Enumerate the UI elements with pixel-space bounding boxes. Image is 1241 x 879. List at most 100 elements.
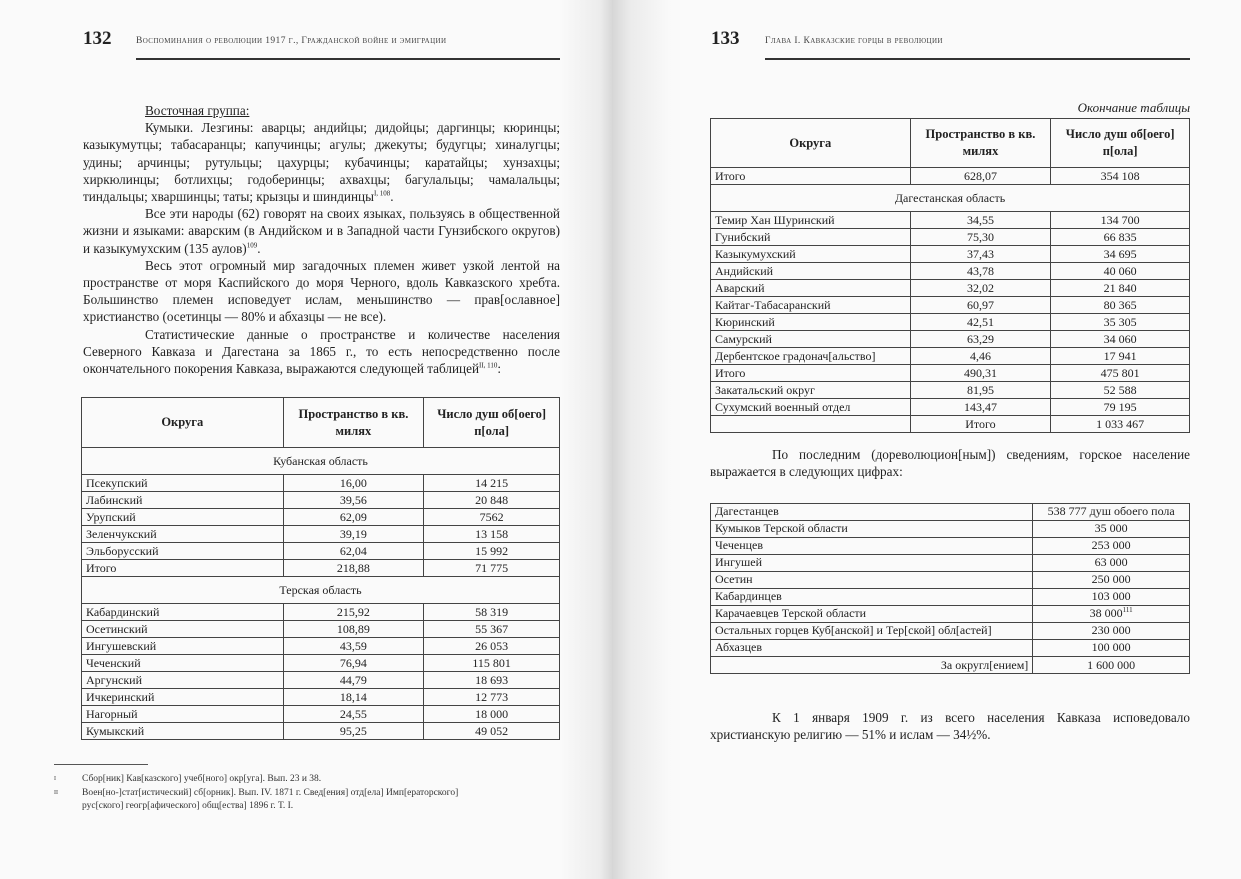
district-cell: Псекупский (81, 474, 284, 492)
table-caption: Окончание таблицы (1077, 100, 1190, 115)
table-row: Лабинский 39,56 20 848 (81, 491, 560, 509)
district-cell: Дербентское градонач[альство] (710, 347, 911, 365)
paragraph: Кумыки. Лезгины: аварцы; андийцы; дидойц… (83, 119, 560, 205)
area-cell: 95,25 (282, 722, 425, 740)
table-row: Эльборусский 62,04 15 992 (81, 542, 560, 560)
area-cell: 16,00 (282, 474, 425, 492)
page-number: 132 (83, 28, 112, 49)
people-cell: Дагестанцев (709, 503, 1034, 521)
people-cell: Остальных горцев Куб[анской] и Тер[ской]… (709, 622, 1034, 640)
district-cell: Аварский (710, 279, 911, 297)
district-cell: Осетинский (81, 620, 284, 638)
district-cell: Кюринский (710, 313, 911, 331)
count-cell: 230 000 (1032, 622, 1190, 640)
area-cell: 628,07 (909, 167, 1052, 185)
district-cell: Гунибский (710, 228, 911, 246)
table-row: Темир Хан Шуринский 34,55 134 700 (710, 211, 1190, 229)
table-row: Осетин 250 000 (709, 571, 1190, 589)
count-value: 538 777 душ обоего пола (1047, 504, 1175, 518)
footnote: I Сбор[ник] Кав[казского] учеб[ного] окр… (54, 773, 321, 786)
people-cell: Кумыков Терской области (709, 520, 1034, 538)
population-cell: 52 588 (1050, 381, 1190, 399)
district-cell: Кайтаг-Табасаранский (710, 296, 911, 314)
section-row: Дагестанская область (710, 184, 1190, 212)
area-cell: 60,97 (909, 296, 1052, 314)
footnote-text: Сбор[ник] Кав[казского] учеб[ного] окр[у… (82, 774, 322, 784)
population-cell: 34 060 (1050, 330, 1190, 348)
people-cell: Абхазцев (709, 639, 1034, 657)
area-cell: 43,78 (909, 262, 1052, 280)
population-cell: 134 700 (1050, 211, 1190, 229)
table-row: Кабардинский 215,92 58 319 (81, 603, 560, 621)
header-rule (765, 58, 1190, 60)
population-cell: 17 941 (1050, 347, 1190, 365)
table-row: Кумыков Терской области 35 000 (709, 520, 1190, 538)
paragraph-text: Статистические данные о пространстве и к… (83, 326, 560, 377)
table-row: Чеченский 76,94 115 801 (81, 654, 560, 672)
table-row: Кабардинцев 103 000 (709, 588, 1190, 606)
table-row: Абхазцев 100 000 (709, 639, 1190, 657)
page-number: 133 (711, 28, 740, 49)
area-cell: 44,79 (282, 671, 425, 689)
area-cell: 62,09 (282, 508, 425, 526)
footnote: II Воен[но-]стат[истический] сб[орник]. … (54, 787, 474, 812)
count-value: 100 000 (1091, 640, 1131, 654)
table-row: Остальных горцев Куб[анской] и Тер[ской]… (709, 622, 1190, 640)
body-text: К 1 января 1909 г. из всего населения Ка… (710, 709, 1190, 743)
area-cell: 215,92 (282, 603, 425, 621)
column-header: Пространство в кв. милях (909, 118, 1052, 168)
people-cell: Чеченцев (709, 537, 1034, 555)
area-cell: 39,19 (282, 525, 425, 543)
count-cell: 250 000 (1032, 571, 1190, 589)
column-header: Округа (81, 397, 284, 448)
count-value: 103 000 (1091, 589, 1131, 603)
area-cell: 24,55 (282, 705, 425, 723)
area-cell: 62,04 (282, 542, 425, 560)
table-row: Итого 490,31 475 801 (710, 364, 1190, 382)
footnote-ref: I, 108 (373, 189, 391, 198)
area-cell: 4,46 (909, 347, 1052, 365)
table-row: Итого 1 033 467 (710, 415, 1190, 433)
table-row: Итого 628,07 354 108 (710, 167, 1190, 185)
area-cell: 32,02 (909, 279, 1052, 297)
area-cell: Итого (909, 415, 1052, 433)
statistics-table-continued: Округа Пространство в кв. милях Число ду… (710, 118, 1190, 433)
population-cell: 66 835 (1050, 228, 1190, 246)
district-cell (710, 415, 911, 433)
population-cell: 40 060 (1050, 262, 1190, 280)
district-cell: Закатальский округ (710, 381, 911, 399)
district-cell: Лабинский (81, 491, 284, 509)
section-row: Кубанская область (81, 447, 560, 475)
count-cell: 63 000 (1032, 554, 1190, 572)
table-row: Ингушевский 43,59 26 053 (81, 637, 560, 655)
population-cell: 475 801 (1050, 364, 1190, 382)
people-cell: Ингушей (709, 554, 1034, 572)
area-cell: 37,43 (909, 245, 1052, 263)
table-row: Сухумский военный отдел 143,47 79 195 (710, 398, 1190, 416)
count-value: 35 000 (1094, 521, 1128, 535)
people-cell: Кабардинцев (709, 588, 1034, 606)
table-row: Псекупский 16,00 14 215 (81, 474, 560, 492)
people-cell: Осетин (709, 571, 1034, 589)
table-row: Гунибский 75,30 66 835 (710, 228, 1190, 246)
population-cell: 7562 (423, 508, 560, 526)
count-cell: 100 000 (1032, 639, 1190, 657)
paragraph: К 1 января 1909 г. из всего населения Ка… (710, 710, 1190, 743)
footnote-ref: 109 (246, 241, 258, 250)
paragraph: Все эти народы (62) говорят на своих язы… (83, 205, 560, 257)
count-cell: 35 000 (1032, 520, 1190, 538)
population-cell: 354 108 (1050, 167, 1190, 185)
district-cell: Аргунский (81, 671, 284, 689)
population-cell: 15 992 (423, 542, 560, 560)
footnote-rule (54, 764, 148, 765)
area-cell: 108,89 (282, 620, 425, 638)
footnote-mark: II (54, 790, 58, 796)
district-cell: Кабардинский (81, 603, 284, 621)
table-row: Карачаевцев Терской области 38 000111 (709, 605, 1190, 623)
area-cell: 42,51 (909, 313, 1052, 331)
table-row: Урупский 62,09 7562 (81, 508, 560, 526)
district-cell: Урупский (81, 508, 284, 526)
population-cell: 26 053 (423, 637, 560, 655)
total-row: За округл[ением] 1 600 000 (709, 656, 1190, 674)
table-row: Аварский 32,02 21 840 (710, 279, 1190, 297)
